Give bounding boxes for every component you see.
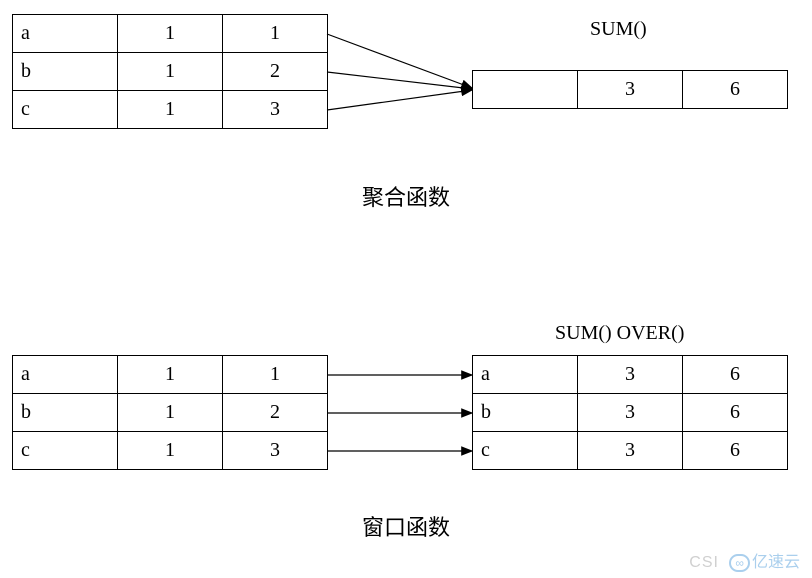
arrow	[327, 90, 472, 110]
table-cell: b	[13, 53, 118, 91]
table-cell: 6	[683, 432, 788, 470]
table-cell: 3	[223, 91, 328, 129]
watermark: CSI ∞亿速云	[689, 548, 800, 572]
table-cell: 3	[578, 71, 683, 109]
table-cell: 3	[578, 394, 683, 432]
win-title: SUM() OVER()	[555, 322, 684, 345]
table-cell: 1	[118, 15, 223, 53]
agg-target-table: 36	[472, 70, 788, 109]
table-cell: 6	[683, 394, 788, 432]
table-cell	[473, 71, 578, 109]
agg-title: SUM()	[590, 18, 647, 41]
arrow	[327, 34, 472, 88]
table-cell: c	[13, 432, 118, 470]
table-cell: 3	[578, 356, 683, 394]
watermark-csi: CSI	[689, 554, 719, 571]
table-cell: 3	[578, 432, 683, 470]
table-cell: 6	[683, 356, 788, 394]
watermark-brand: 亿速云	[752, 554, 800, 571]
table-cell: 1	[118, 53, 223, 91]
table-cell: a	[13, 356, 118, 394]
table-cell: 1	[223, 356, 328, 394]
table-cell: b	[473, 394, 578, 432]
win-source-table: a11b12c13	[12, 355, 328, 470]
table-cell: 3	[223, 432, 328, 470]
win-caption: 窗口函数	[0, 510, 812, 542]
table-cell: 1	[118, 356, 223, 394]
table-cell: 1	[118, 91, 223, 129]
table-cell: 2	[223, 394, 328, 432]
agg-source-table: a11b12c13	[12, 14, 328, 129]
agg-caption: 聚合函数	[0, 180, 812, 212]
table-cell: b	[13, 394, 118, 432]
table-cell: 1	[118, 432, 223, 470]
table-cell: 6	[683, 71, 788, 109]
arrow	[327, 72, 472, 89]
table-cell: 2	[223, 53, 328, 91]
table-cell: c	[473, 432, 578, 470]
table-cell: a	[13, 15, 118, 53]
win-target-table: a36 b36 c36	[472, 355, 788, 470]
table-cell: c	[13, 91, 118, 129]
table-cell: 1	[223, 15, 328, 53]
table-cell: 1	[118, 394, 223, 432]
cloud-icon: ∞	[729, 554, 750, 572]
table-cell: a	[473, 356, 578, 394]
